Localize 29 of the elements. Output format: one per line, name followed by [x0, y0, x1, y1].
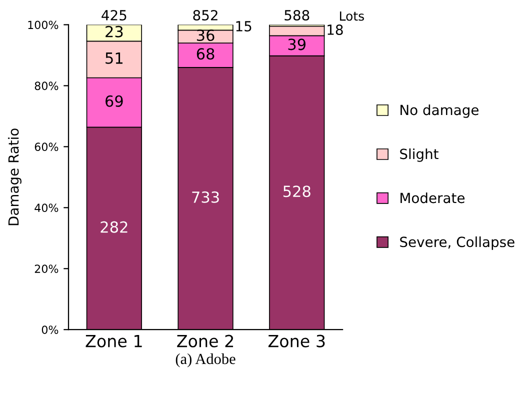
annotation: 18: [328, 24, 343, 35]
annotation: 51: [106, 52, 122, 64]
legend-label: Slight: [400, 148, 438, 162]
annotation: 282: [100, 221, 128, 233]
annotation: 15: [236, 21, 252, 32]
x-axis-title: (a) Adobe: [176, 353, 236, 368]
text: 852: [193, 10, 218, 21]
x-tick-label: Zone 3: [268, 334, 325, 348]
text: 588: [284, 10, 310, 21]
x-tick-label: Zone 1: [86, 334, 142, 348]
y-tick-label: 60%: [34, 142, 58, 152]
legend-label: Moderate: [400, 192, 465, 204]
text: Lots: [340, 11, 364, 21]
annotation: 23: [106, 26, 123, 38]
y-tick-label: 20%: [34, 264, 58, 274]
y-axis-title: Damage Ratio: [8, 128, 22, 226]
y-tick-label: 100%: [28, 20, 58, 30]
annotation: 39: [288, 38, 306, 50]
text: 425: [102, 10, 126, 21]
annotation: 68: [196, 48, 214, 60]
annotation: 528: [283, 186, 310, 198]
y-tick-label: 80%: [34, 82, 58, 90]
y-tick-label: 40%: [34, 204, 58, 212]
annotation: 733: [192, 191, 219, 203]
x-tick-label: Zone 2: [177, 334, 234, 348]
legend-label: No damage: [400, 104, 478, 118]
annotation: 69: [106, 95, 123, 107]
y-tick-label: 0%: [42, 326, 58, 334]
legend-label: Severe, Collapse: [400, 236, 514, 250]
